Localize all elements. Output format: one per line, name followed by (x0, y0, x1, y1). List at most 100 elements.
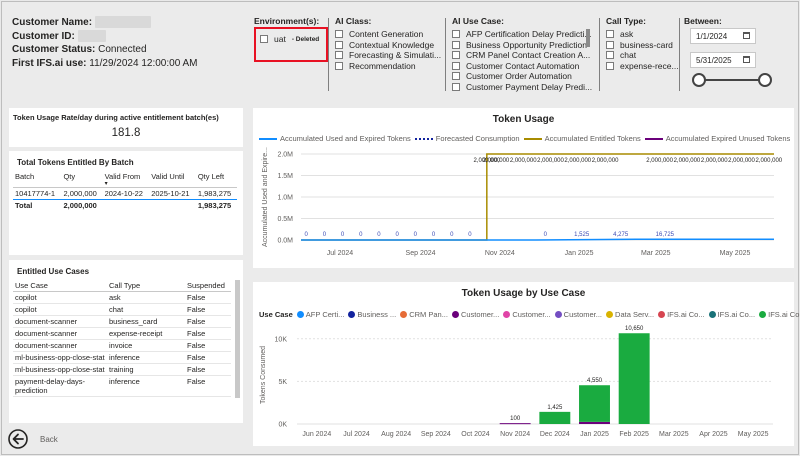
call-type-item[interactable]: chat (606, 50, 678, 61)
checkbox[interactable] (606, 30, 614, 39)
data-label: 0 (341, 232, 345, 238)
ai-use-case-item[interactable]: AFP Certification Delay Predicti... (452, 29, 594, 40)
data-label: 0 (395, 232, 399, 238)
ai-use-case-item[interactable]: Business Opportunity Prediction (452, 40, 594, 51)
data-label: 0 (359, 232, 363, 238)
legend-item-expired[interactable]: Accumulated Expired Unused Tokens (644, 134, 790, 143)
call-type-item[interactable]: expense-rece... (606, 61, 678, 72)
checkbox[interactable] (335, 51, 343, 60)
checkbox[interactable] (335, 30, 343, 39)
batch-col-header[interactable]: Qty (63, 172, 76, 181)
range-start-handle[interactable] (692, 73, 706, 87)
checkbox[interactable] (335, 40, 343, 49)
ai-use-case-item[interactable]: Customer Contact Automation (452, 61, 594, 72)
ai-class-item-label: Recommendation (349, 60, 416, 71)
batch-col-header[interactable]: Valid Until (151, 172, 185, 181)
usecase-bar-legend: Use Case AFP Certi... Business ... CRM P… (259, 310, 800, 319)
call-type-item-label: business-card (620, 39, 673, 50)
legend-item[interactable]: IFS.ai Co... (658, 310, 705, 319)
range-end-handle[interactable] (758, 73, 772, 87)
legend-label: Accumulated Used and Expired Tokens (280, 134, 411, 143)
checkbox[interactable] (606, 51, 614, 60)
legend-item-forecast[interactable]: Forecasted Consumption (414, 134, 520, 143)
ai-use-case-item[interactable]: CRM Panel Contact Creation A... (452, 50, 594, 61)
checkbox[interactable] (452, 51, 460, 60)
legend-label: Customer... (512, 310, 551, 319)
calltype-cell: business_card (107, 315, 185, 328)
data-label: 2,000,000 (483, 158, 510, 164)
table-row: document-scanner expense-receipt False (13, 327, 231, 340)
legend-item-used[interactable]: Accumulated Used and Expired Tokens (259, 134, 411, 143)
ai-use-case-item-label: Customer Payment Delay Predi... (466, 81, 593, 92)
legend-title: Use Case (259, 310, 293, 319)
ai-use-case-item[interactable]: Customer Order Automation (452, 71, 594, 82)
legend-item[interactable]: Customer... (554, 310, 602, 319)
ai-class-item[interactable]: Recommendation (335, 61, 441, 72)
batch-col-header[interactable]: Valid From (103, 171, 150, 182)
legend-label: Accumulated Entitled Tokens (544, 134, 641, 143)
calendar-icon[interactable] (743, 56, 750, 63)
legend-item-entitled[interactable]: Accumulated Entitled Tokens (523, 134, 641, 143)
legend-item[interactable]: IFS.ai Co... (708, 310, 755, 319)
legend-item[interactable]: Data Serv... (606, 310, 654, 319)
usecases-table: Use Case Call Type Suspended copilot ask F… (13, 280, 231, 397)
x-tick-label: Mar 2025 (641, 250, 671, 257)
suspended-cell: False (185, 375, 231, 397)
checkbox[interactable] (452, 30, 460, 39)
data-label: 0 (450, 232, 454, 238)
environment-item-uat[interactable]: uat - Deleted (260, 34, 319, 45)
legend-label: Customer... (460, 310, 500, 319)
usecase-cell: copilot (13, 291, 107, 304)
legend-item[interactable]: CRM Pan... (400, 310, 448, 319)
batch-col-header[interactable]: Batch (15, 172, 35, 181)
legend-item[interactable]: IFS.ai Co... (759, 310, 800, 319)
x-tick-label: Mar 2025 (659, 431, 689, 438)
checkbox[interactable] (606, 40, 614, 49)
end-date-input[interactable]: 5/31/2025 (690, 52, 756, 68)
ai-use-case-item-label: Customer Order Automation (466, 71, 572, 82)
usecases-col-header[interactable]: Suspended (187, 281, 225, 290)
legend-item[interactable]: Customer... (451, 310, 500, 319)
usecase-cell: document-scanner (13, 339, 107, 352)
y-tick-label: 0.0M (277, 238, 293, 245)
call-type-item[interactable]: business-card (606, 40, 678, 51)
usecases-col-header[interactable]: Call Type (109, 281, 141, 290)
first-use-label: First IFS.ai use: (12, 57, 87, 69)
checkbox[interactable] (606, 61, 614, 70)
sort-descending-icon[interactable]: ▾ (104, 181, 108, 187)
usecases-col-header[interactable]: Use Case (15, 281, 48, 290)
call-type-item[interactable]: ask (606, 29, 678, 40)
legend-item[interactable]: Customer... (503, 310, 551, 319)
ai-class-item[interactable]: Contextual Knowledge (335, 40, 441, 51)
customer-name-redacted (94, 16, 151, 29)
checkbox[interactable] (335, 61, 343, 70)
calendar-icon[interactable] (743, 32, 750, 39)
use-case-scrollbar[interactable] (586, 29, 590, 47)
start-date-input[interactable]: 1/1/2024 (690, 28, 756, 44)
back-button[interactable]: Back (8, 429, 58, 449)
customer-info: Customer Name: Customer ID: Customer Sta… (12, 16, 198, 70)
ai-use-case-item[interactable]: Customer Payment Delay Predi... (452, 82, 594, 93)
checkbox[interactable] (452, 72, 460, 81)
batch-title: Total Tokens Entitled By Batch (17, 158, 134, 167)
bar-segment (618, 333, 650, 424)
legend-label: CRM Pan... (409, 310, 448, 319)
back-arrow-icon[interactable] (8, 429, 28, 449)
slicer-divider (679, 18, 680, 91)
checkbox[interactable] (260, 35, 268, 44)
batch-total-cell: Total (15, 201, 33, 211)
ai-class-item[interactable]: Content Generation (335, 29, 441, 40)
ai-class-item[interactable]: Forecasting & Simulati... (335, 50, 441, 61)
usecases-scrollbar[interactable] (235, 280, 240, 398)
bar-total-label: 10,650 (625, 326, 644, 332)
sort-row: ▾ (13, 181, 237, 188)
checkbox[interactable] (452, 61, 460, 70)
legend-item[interactable]: Business ... (348, 310, 396, 319)
batch-total-cell: 2,000,000 (63, 201, 97, 211)
batch-col-header[interactable]: Qty Left (197, 172, 225, 181)
usecase-cell: ml-business-opp-close-stat (13, 363, 107, 376)
checkbox[interactable] (452, 40, 460, 49)
back-label: Back (40, 434, 58, 444)
checkbox[interactable] (452, 82, 460, 91)
legend-item[interactable]: AFP Certi... (296, 310, 344, 319)
